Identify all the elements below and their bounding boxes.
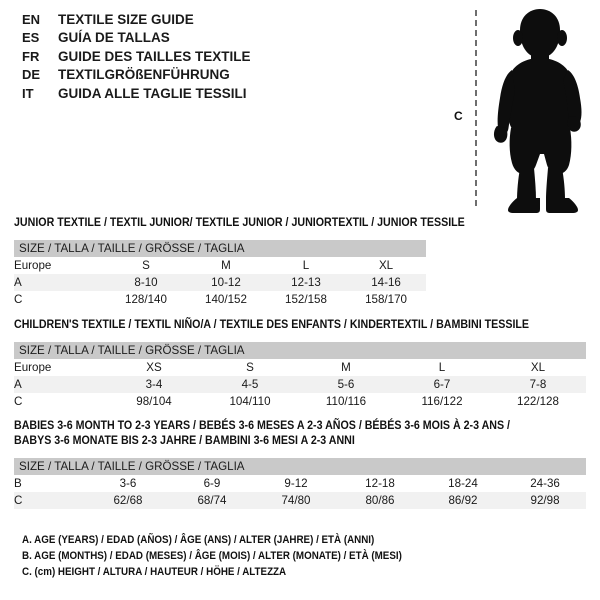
legend-line-a: A. AGE (YEARS) / EDAD (AÑOS) / ÂGE (ANS)… (22, 534, 375, 546)
section-junior-textile: JUNIOR TEXTILE / TEXTIL JUNIOR/ TEXTILE … (14, 215, 538, 308)
row-label: C (14, 494, 23, 507)
section-title: CHILDREN'S TEXTILE / TEXTIL NIÑO/A / TEX… (14, 317, 530, 331)
table-row: A 8-10 10-12 12-13 14-16 (14, 274, 427, 291)
cell: 80/86 (365, 494, 395, 507)
language-row: IT GUIDA ALLE TAGLIE TESSILI (22, 86, 251, 104)
table-row: C 62/68 68/74 74/80 80/86 86/92 92/98 (14, 492, 587, 509)
language-code: FR (22, 48, 40, 64)
language-code: DE (22, 67, 41, 83)
language-row: ES GUÍA DE TALLAS (22, 30, 251, 48)
cell: 122/128 (517, 395, 559, 408)
legend-line-c: C. (cm) HEIGHT / ALTURA / HAUTEUR / HÖHE… (22, 566, 287, 578)
table-header-band: SIZE / TALLA / TAILLE / GRÖSSE / TAGLIA (14, 458, 587, 475)
cell: 7-8 (529, 378, 547, 391)
cell: 116/122 (421, 395, 463, 408)
table-row: Europe XS S M L XL (14, 359, 586, 376)
cell: 68/74 (197, 494, 227, 507)
table-row: A 3-4 4-5 5-6 6-7 7-8 (14, 376, 586, 393)
cell: M (221, 259, 231, 272)
cell: XL (530, 361, 546, 374)
language-title: GUÍA DE TALLAS (58, 30, 170, 46)
language-code: EN (22, 12, 41, 27)
section-childrens-textile: CHILDREN'S TEXTILE / TEXTIL NIÑO/A / TEX… (14, 317, 600, 410)
cell: 8-10 (134, 276, 158, 289)
cell: 10-12 (211, 276, 241, 289)
babies-size-table: SIZE / TALLA / TAILLE / GRÖSSE / TAGLIA … (14, 458, 587, 509)
size-header-label: SIZE / TALLA / TAILLE / GRÖSSE / TAGLIA (19, 460, 245, 473)
cell: 62/68 (113, 494, 143, 507)
toddler-silhouette-icon (493, 9, 582, 213)
cell: 110/116 (325, 395, 367, 408)
cell: 4-5 (241, 378, 259, 391)
row-label: A (14, 276, 22, 289)
cell: S (142, 259, 150, 272)
table-row: Europe S M L XL (14, 257, 427, 274)
cell: L (302, 259, 310, 272)
row-label: A (14, 378, 22, 391)
section-babies-textile: BABIES 3-6 MONTH TO 2-3 YEARS / BEBÉS 3-… (14, 418, 591, 509)
language-title: TEXTILGRÖßENFÜHRUNG (58, 67, 230, 83)
table-row: B 3-6 6-9 9-12 12-18 18-24 24-36 (14, 475, 587, 492)
section-title: JUNIOR TEXTILE / TEXTIL JUNIOR/ TEXTILE … (14, 215, 465, 229)
table-row: C 128/140 140/152 152/158 158/170 (14, 291, 427, 308)
language-title: GUIDE DES TAILLES TEXTILE (58, 48, 251, 64)
cell: 3-4 (145, 378, 163, 391)
language-row: EN TEXTILE SIZE GUIDE (22, 12, 251, 30)
language-row: DE TEXTILGRÖßENFÜHRUNG (22, 67, 251, 85)
cell: 18-24 (448, 477, 478, 490)
cell: 5-6 (337, 378, 355, 391)
language-title-block: EN TEXTILE SIZE GUIDE ES GUÍA DE TALLAS … (22, 12, 251, 104)
cell: XS (146, 361, 162, 374)
cell: 74/80 (281, 494, 311, 507)
children-size-table: SIZE / TALLA / TAILLE / GRÖSSE / TAGLIA … (14, 342, 586, 410)
cell: 152/158 (285, 293, 327, 306)
cell: 6-9 (203, 477, 221, 490)
language-title: GUIDA ALLE TAGLIE TESSILI (58, 85, 247, 101)
section-title-line-1: BABIES 3-6 MONTH TO 2-3 YEARS / BEBÉS 3-… (14, 418, 511, 432)
row-label: Europe (14, 361, 52, 374)
language-code: IT (22, 85, 34, 101)
legend-block: A. AGE (YEARS) / EDAD (AÑOS) / ÂGE (ANS)… (22, 532, 464, 580)
cell: 12-18 (365, 477, 395, 490)
section-title-line-2: BABYS 3-6 MONATE BIS 2-3 JAHRE / BAMBINI… (14, 433, 355, 447)
language-title: TEXTILE SIZE GUIDE (58, 12, 194, 27)
legend-line-b: B. AGE (MONTHS) / EDAD (MESES) / ÂGE (MO… (22, 550, 402, 562)
table-row: C 98/104 104/110 110/116 116/122 122/128 (14, 393, 586, 410)
junior-size-table: SIZE / TALLA / TAILLE / GRÖSSE / TAGLIA … (14, 240, 427, 308)
table-header-band: SIZE / TALLA / TAILLE / GRÖSSE / TAGLIA (14, 342, 586, 359)
cell: 140/152 (205, 293, 247, 306)
cell: 24-36 (530, 477, 560, 490)
size-header-label: SIZE / TALLA / TAILLE / GRÖSSE / TAGLIA (19, 344, 245, 357)
cell: M (341, 361, 351, 374)
cell: 98/104 (136, 395, 172, 408)
cell: 6-7 (433, 378, 451, 391)
cell: S (246, 361, 254, 374)
language-code: ES (22, 30, 40, 46)
cell: XL (378, 259, 394, 272)
row-label: Europe (14, 259, 52, 272)
cell: 104/110 (229, 395, 271, 408)
cell: 9-12 (284, 477, 308, 490)
cell: 128/140 (125, 293, 167, 306)
cell: 14-16 (371, 276, 401, 289)
height-measure-label: C (454, 109, 463, 123)
cell: 86/92 (448, 494, 478, 507)
cell: 12-13 (291, 276, 321, 289)
table-header-band: SIZE / TALLA / TAILLE / GRÖSSE / TAGLIA (14, 240, 427, 257)
language-row: FR GUIDE DES TAILLES TEXTILE (22, 49, 251, 67)
row-label: B (14, 477, 22, 490)
cell: 92/98 (530, 494, 560, 507)
height-illustration: C (440, 4, 600, 214)
cell: 3-6 (119, 477, 137, 490)
cell: L (438, 361, 446, 374)
height-measure-dashed-line (475, 10, 477, 206)
size-header-label: SIZE / TALLA / TAILLE / GRÖSSE / TAGLIA (19, 242, 245, 255)
cell: 158/170 (365, 293, 407, 306)
row-label: C (14, 395, 23, 408)
row-label: C (14, 293, 23, 306)
